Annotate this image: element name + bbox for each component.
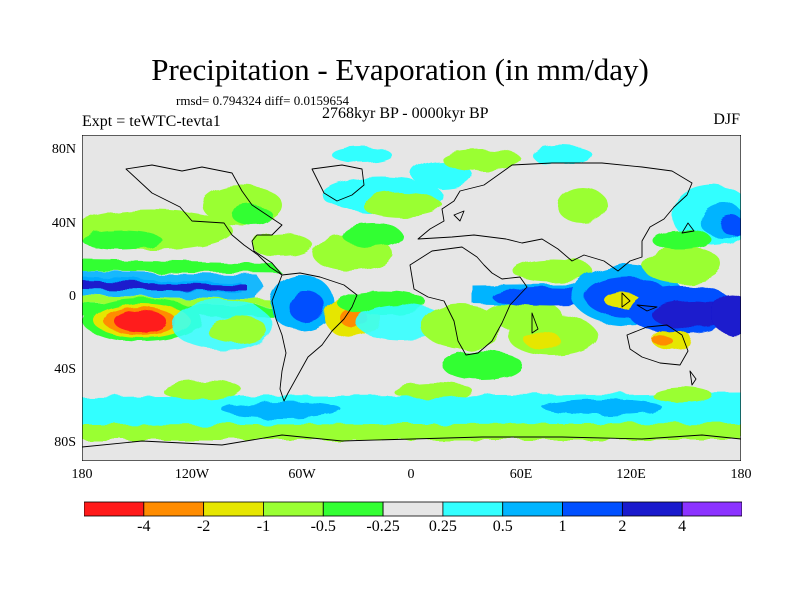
legend-swatch xyxy=(143,501,205,517)
legend-label: 2 xyxy=(618,518,627,535)
legend-swatch xyxy=(502,501,563,517)
lat-tick-40n: 40N xyxy=(51,216,76,231)
legend-label: -1 xyxy=(256,518,271,535)
lon-tick-60e: 60E xyxy=(509,467,533,482)
lon-tick-180e: 180 xyxy=(730,467,752,482)
lat-tick-40s: 40S xyxy=(54,362,76,377)
legend-label: -2 xyxy=(196,518,211,535)
lon-tick-120e: 120E xyxy=(616,467,646,482)
lon-tick-180w: 180 xyxy=(71,467,93,482)
lon-tick-0: 0 xyxy=(407,467,415,482)
legend-swatch xyxy=(681,501,742,517)
legend-swatch xyxy=(382,501,444,517)
world-map xyxy=(82,135,741,461)
legend-label: -0.25 xyxy=(366,518,400,535)
legend-label: 1 xyxy=(558,518,567,535)
legend-label: 0.5 xyxy=(492,518,513,535)
precip-field xyxy=(82,145,741,440)
legend-swatch xyxy=(263,501,324,517)
lat-tick-80s: 80S xyxy=(54,435,76,450)
period-label: 2768kyr BP - 0000kyr BP xyxy=(322,105,489,122)
color-legend xyxy=(84,501,742,517)
coastlines xyxy=(82,162,741,448)
stats-line: rmsd= 0.794324 diff= 0.0159654 xyxy=(176,93,349,108)
legend-swatch xyxy=(562,501,623,517)
legend-label: 0.25 xyxy=(428,518,457,535)
lon-tick-60w: 60W xyxy=(288,467,316,482)
legend-label: -4 xyxy=(137,518,151,535)
legend-swatch xyxy=(84,501,145,517)
legend-swatch xyxy=(203,501,264,517)
lat-tick-0: 0 xyxy=(69,289,76,304)
experiment-label: Expt = teWTC-tevta1 xyxy=(82,113,221,130)
legend-label: -0.5 xyxy=(310,518,336,535)
season-label: DJF xyxy=(713,111,740,128)
lon-tick-120w: 120W xyxy=(174,467,210,482)
legend-label: 4 xyxy=(678,518,687,535)
lat-tick-80n: 80N xyxy=(51,142,76,157)
legend-swatch xyxy=(442,501,504,517)
legend-swatch xyxy=(322,501,384,517)
legend-swatch xyxy=(621,501,683,517)
plot-title: Precipitation - Evaporation (in mm/day) xyxy=(151,52,649,87)
